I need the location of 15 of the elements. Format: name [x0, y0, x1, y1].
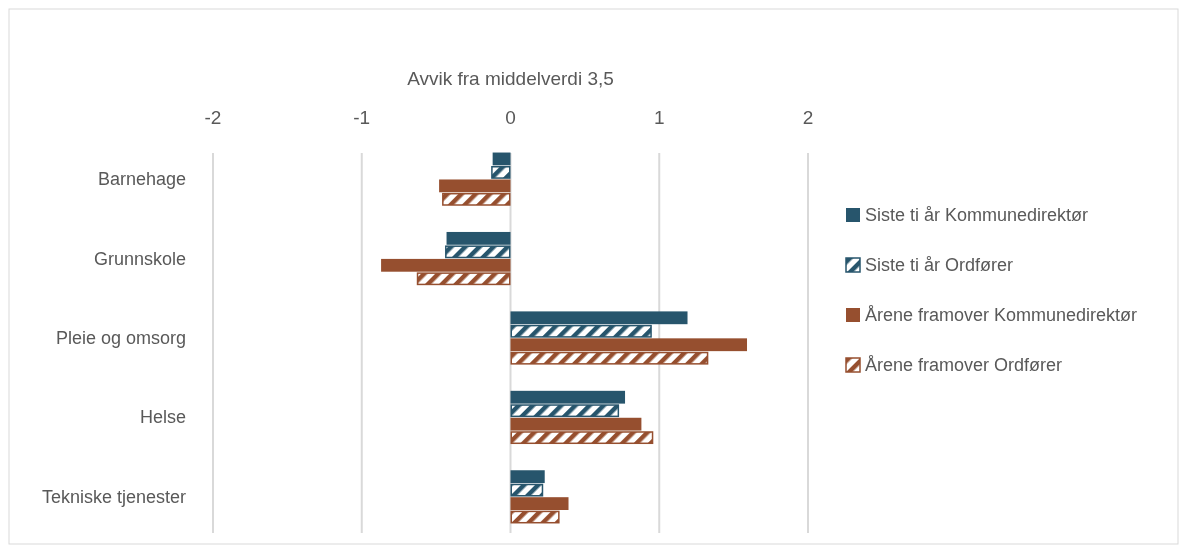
y-tick-label: Tekniske tjenester [41, 486, 186, 507]
y-tick-label: Barnehage [97, 169, 186, 190]
x-tick-label: 0 [505, 107, 516, 128]
y-tick-label: Pleie og omsorg [55, 328, 186, 348]
x-tick-label: 1 [653, 107, 665, 128]
x-axis-title: Avvik fra middelverdi 3,5 [407, 68, 614, 89]
legend-label: Siste ti år Ordfører [865, 255, 1014, 275]
x-tick-label: 2 [802, 107, 814, 128]
legend-label: Årene framover Ordfører [865, 355, 1063, 375]
x-tick-label: -2 [204, 107, 222, 128]
legend-label: Årene framover Kommunedirektør [865, 305, 1138, 325]
y-tick-label: Grunnskole [93, 248, 186, 269]
y-tick-label: Helse [139, 407, 186, 428]
legend-label: Siste ti år Kommunedirektør [865, 205, 1089, 225]
x-tick-label: -1 [353, 107, 371, 128]
